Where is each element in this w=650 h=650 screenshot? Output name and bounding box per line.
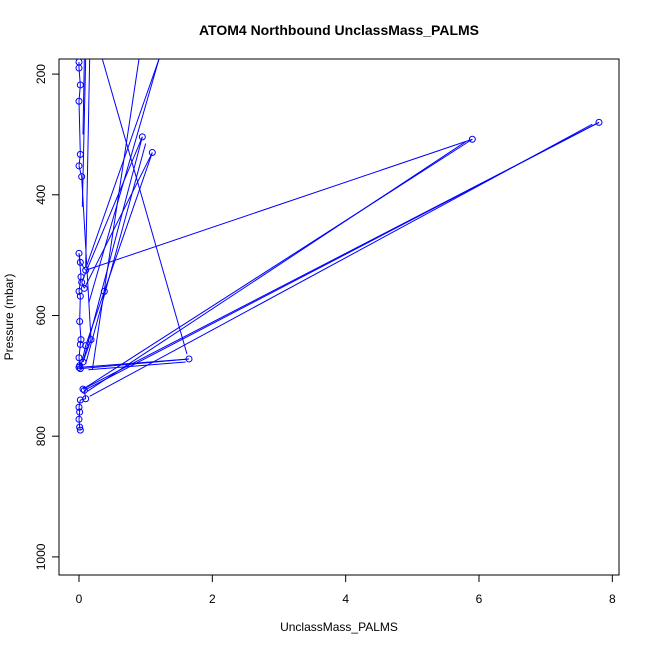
series-line-segment [78,407,81,413]
data-point [77,273,85,281]
series-line-segment [91,58,140,370]
y-axis: 200 400 600 800 1000 [34,64,60,570]
x-tick-label: 6 [476,592,483,606]
y-tick-label: 200 [34,64,48,84]
series-line-segment [88,361,186,371]
data-point [76,318,84,326]
data-point [138,133,146,141]
data-point [77,336,85,344]
series-line-segment [78,101,81,155]
data-point [75,162,83,170]
data-point [76,365,84,373]
y-tick-label: 400 [34,184,48,204]
series-line-segment [85,291,105,346]
data-point [75,415,83,423]
data-point [79,385,87,393]
data-point [87,336,95,344]
data-point [75,97,83,105]
series-line-segment [86,58,160,265]
series-line-segment [86,141,466,392]
data-point [79,358,87,366]
data-point [75,363,83,371]
data-point [75,354,83,362]
series-lines [78,58,600,431]
series-line-segment [88,58,160,303]
x-axis-label: UnclassMass_PALMS [280,620,398,634]
series-line-segment [78,291,81,297]
series-line-segment [85,138,473,271]
data-point [76,292,84,300]
series-line-segment [79,262,87,271]
series-line-segment [82,339,92,363]
series-line-segment [85,58,91,268]
x-tick-label: 2 [209,592,216,606]
x-tick-label: 8 [609,592,616,606]
data-point [76,423,84,431]
data-point [76,81,84,89]
series-line-segment [83,152,153,289]
data-point [82,395,90,403]
y-tick-label: 600 [34,305,48,325]
data-point [75,249,83,257]
series-line-segment [82,136,143,363]
data-point [148,149,156,157]
x-axis: 0 2 4 6 8 [76,574,616,606]
data-point [78,278,86,286]
data-point [75,287,83,295]
data-point [595,118,603,126]
series-line-segment [78,419,81,428]
y-tick-label: 1000 [34,543,48,570]
series-line-segment [82,58,85,135]
data-point [76,258,84,266]
series-line-segment [81,58,87,207]
data-point [75,403,83,411]
series-line-segment [82,138,473,390]
series-line-segment [78,165,83,177]
x-tick-label: 0 [76,592,83,606]
chart-title: ATOM4 Northbound UnclassMass_PALMS [199,22,479,38]
series-line-segment [81,136,143,283]
data-point [75,58,83,66]
data-point [100,287,108,295]
data-point [76,408,84,416]
y-axis-label: Pressure (mbar) [2,274,16,361]
data-point [468,135,476,143]
data-point [76,426,84,434]
series-line-segment [101,58,188,355]
series-points [75,58,603,434]
data-point [82,342,90,350]
series-line-segment [79,296,81,322]
series-line-segment [78,344,81,358]
plot-frame [58,58,620,576]
series-line-segment [78,399,81,408]
series-line-segment [79,339,82,345]
x-tick-label: 4 [342,592,349,606]
series-line-segment [78,154,81,166]
data-point [80,386,88,394]
data-point [76,150,84,158]
series-line-segment [80,358,190,370]
series-line-segment [89,123,593,397]
data-point [80,284,88,292]
y-tick-label: 800 [34,426,48,446]
series-line-segment [103,152,153,292]
data-point [78,173,86,181]
series-line-segment [85,143,147,364]
series-line-segment [78,412,81,420]
data-point [82,266,90,274]
data-point [185,355,193,363]
